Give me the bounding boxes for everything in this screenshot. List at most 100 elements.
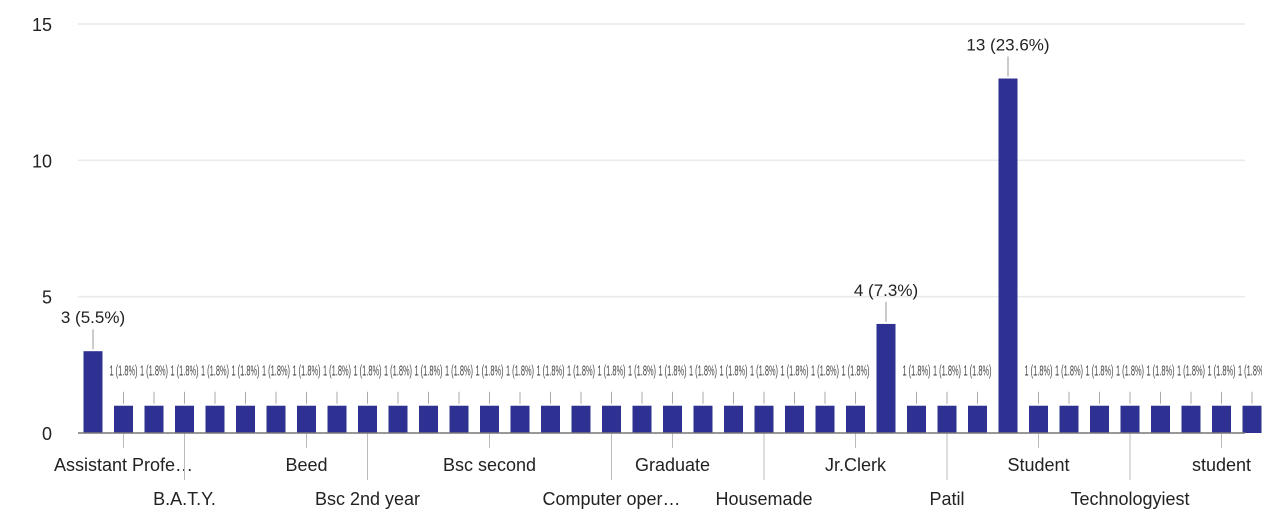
bar: [327, 405, 347, 433]
bar: [1151, 405, 1170, 433]
data-label: 1 (1.8%): [750, 363, 778, 380]
bar: [846, 405, 865, 433]
y-tick-label: 15: [32, 15, 52, 35]
data-label: 1 (1.8%): [811, 363, 839, 380]
data-label: 1 (1.8%): [842, 363, 870, 380]
x-tick-label: student: [1192, 455, 1251, 475]
data-label: 1 (1.8%): [903, 363, 931, 380]
data-label: 1 (1.8%): [1177, 363, 1205, 380]
bar: [571, 405, 591, 433]
bar: [297, 405, 316, 433]
data-label: 1 (1.8%): [354, 363, 382, 380]
bar: [815, 405, 835, 433]
data-label: 1 (1.8%): [110, 363, 138, 380]
gridlines: [78, 23, 1245, 298]
bar: [663, 405, 682, 433]
data-label: 1 (1.8%): [384, 363, 412, 380]
x-tick-label: Bsc 2nd year: [315, 489, 420, 509]
bar: [510, 405, 530, 433]
data-label: 4 (7.3%): [854, 281, 918, 300]
bar: [876, 323, 896, 433]
data-label: 1 (1.8%): [1147, 363, 1175, 380]
bar: [1029, 405, 1048, 433]
data-label: 1 (1.8%): [476, 363, 504, 380]
data-label: 1 (1.8%): [1086, 363, 1114, 380]
data-label: 1 (1.8%): [659, 363, 687, 380]
bar: [602, 405, 621, 433]
bar: [1090, 405, 1109, 433]
x-tick-label: Graduate: [635, 455, 710, 475]
data-label: 1 (1.8%): [1208, 363, 1236, 380]
bar: [754, 405, 774, 433]
bar: [1242, 405, 1262, 433]
data-label: 1 (1.8%): [1116, 363, 1144, 380]
data-label: 1 (1.8%): [293, 363, 321, 380]
x-tick-label: Student: [1007, 455, 1069, 475]
bar: [449, 405, 469, 433]
bar: [632, 405, 652, 433]
x-tick-label: Housemade: [715, 489, 812, 509]
data-label: 1 (1.8%): [567, 363, 595, 380]
bar: [114, 405, 133, 433]
bar: [937, 405, 957, 433]
x-tick-label: Bsc second: [443, 455, 536, 475]
bar: [907, 405, 926, 433]
bar: [1212, 405, 1231, 433]
data-label: 1 (1.8%): [506, 363, 534, 380]
data-label: 1 (1.8%): [689, 363, 717, 380]
bar: [236, 405, 255, 433]
x-tick-label: Patil: [929, 489, 964, 509]
data-label: 1 (1.8%): [964, 363, 992, 380]
data-label: 1 (1.8%): [140, 363, 168, 380]
bar: [541, 405, 560, 433]
bar: [1181, 405, 1201, 433]
data-label: 1 (1.8%): [781, 363, 809, 380]
data-label: 1 (1.8%): [201, 363, 229, 380]
bar: [205, 405, 225, 433]
data-label: 1 (1.8%): [1025, 363, 1053, 380]
bar: [693, 405, 713, 433]
data-label: 1 (1.8%): [232, 363, 260, 380]
data-label: 13 (23.6%): [966, 36, 1049, 55]
y-tick-label: 10: [32, 151, 52, 171]
data-label: 1 (1.8%): [445, 363, 473, 380]
x-tick-label: Computer oper…: [542, 489, 680, 509]
bar: [144, 405, 164, 433]
bar: [175, 405, 194, 433]
data-label: 1 (1.8%): [171, 363, 199, 380]
data-label: 1 (1.8%): [1055, 363, 1083, 380]
bars: [83, 78, 1262, 434]
bar: [1120, 405, 1140, 433]
bar: [419, 405, 438, 433]
data-label: 1 (1.8%): [720, 363, 748, 380]
data-label: 1 (1.8%): [628, 363, 656, 380]
bar: [785, 405, 804, 433]
y-tick-label: 0: [42, 424, 52, 444]
data-label: 1 (1.8%): [415, 363, 443, 380]
data-label: 1 (1.8%): [537, 363, 565, 380]
x-axis-labels: Assistant Profe… B.A.T.Y. Beed Bsc 2nd year…: [54, 433, 1251, 509]
data-label: 1 (1.8%): [1238, 363, 1262, 380]
x-tick-label: Beed: [285, 455, 327, 475]
x-tick-label: Technologyiest: [1070, 489, 1189, 509]
data-label: 3 (5.5%): [61, 308, 125, 327]
bar: [266, 405, 286, 433]
data-label: 1 (1.8%): [933, 363, 961, 380]
bar: [83, 351, 103, 433]
bar: [724, 405, 743, 433]
bar: [480, 405, 499, 433]
bar: [968, 405, 987, 433]
data-labels: 3 (5.5%)1 (1.8%) 1 (1.8%) 1 (1.8%) 1 (1.8%)…: [61, 36, 1262, 404]
y-axis-ticks: 0 5 10 15: [32, 15, 52, 444]
x-tick-label: Jr.Clerk: [825, 455, 887, 475]
y-tick-label: 5: [42, 288, 52, 308]
bar: [358, 405, 377, 433]
data-label: 1 (1.8%): [323, 363, 351, 380]
bar: [388, 405, 408, 433]
x-tick-label: B.A.T.Y.: [153, 489, 216, 509]
x-tick-label: Assistant Profe…: [54, 455, 193, 475]
data-label: 1 (1.8%): [262, 363, 290, 380]
bar: [1059, 405, 1079, 433]
bar: [998, 78, 1018, 434]
